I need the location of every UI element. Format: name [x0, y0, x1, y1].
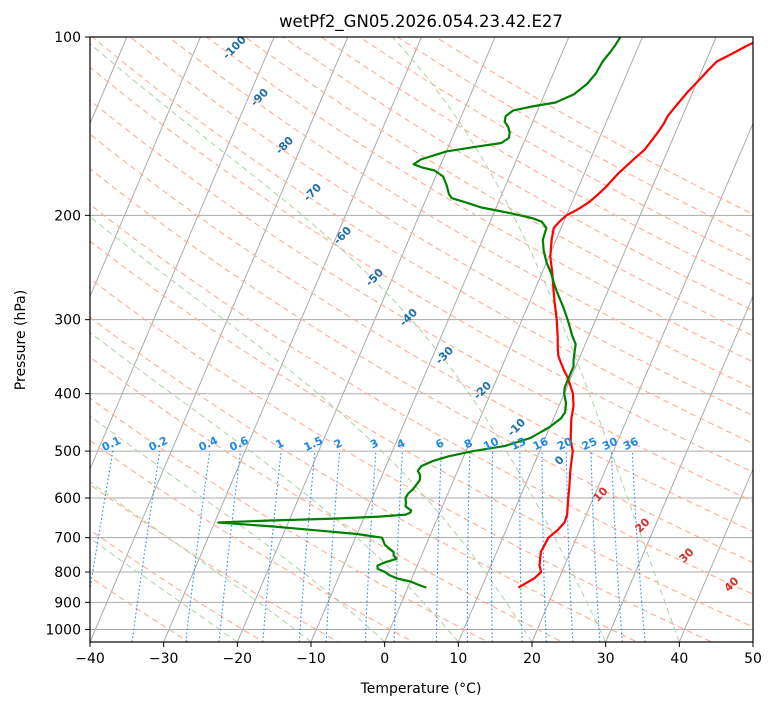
x-tick-label: 20: [523, 651, 541, 667]
plot-frame: [89, 36, 754, 643]
isotherm-line: [90, 37, 349, 642]
mixing-ratio-label: 30: [600, 435, 620, 453]
axes: −40 −30 −20 −10 0 10 20 30 40 50 100 200 300 400 500 60…: [45, 30, 762, 667]
mixing-ratio-label: 25: [580, 435, 599, 453]
dry-adiabat-line: [282, 37, 753, 312]
isotherm-line: [678, 467, 753, 642]
dry-adiabat-line: [90, 168, 753, 564]
mixing-ratio-label: 13: [509, 435, 528, 453]
moist-adiabat-line: [90, 415, 386, 642]
dry-adiabat-line: [90, 356, 564, 642]
isotherm-line: [531, 122, 753, 642]
dry-adiabat-line: [90, 66, 753, 473]
y-tick-label: 300: [54, 313, 81, 329]
isotherm-line: [90, 37, 128, 125]
dry-adiabat-line: [243, 37, 753, 337]
y-tick-label: 200: [54, 208, 81, 224]
mixing-ratio-line: [631, 451, 646, 642]
moist-adiabat-line: [392, 37, 680, 642]
mixing-ratio-line: [218, 451, 242, 642]
x-axis-label: Temperature (°C): [360, 681, 482, 697]
isotherm-line: [384, 37, 644, 642]
dry-adiabat-line: [90, 529, 265, 642]
background-lines: [90, 37, 753, 642]
isotherm-line: [90, 37, 275, 471]
dry-adiabat-line: [91, 37, 753, 445]
moist-adiabat-line: [90, 537, 238, 642]
y-tick-label: 500: [54, 444, 81, 460]
moist-adiabat-line: [90, 216, 533, 642]
x-tick-label: 0: [380, 651, 389, 667]
x-tick-label: −40: [75, 651, 105, 667]
x-tick-label: −10: [296, 651, 326, 667]
mixing-ratio-label: 16: [531, 435, 551, 453]
mixing-ratio-line: [90, 451, 114, 594]
mixing-ratio-label: 20: [555, 435, 575, 453]
y-tick-label: 600: [54, 491, 81, 507]
mixing-ratio-line: [185, 451, 211, 642]
isotherm-line: [236, 37, 496, 642]
y-tick-label: 800: [54, 565, 81, 581]
isotherm-line: [605, 295, 753, 642]
dry-adiabat-line: [90, 483, 340, 642]
dry-adiabat-line: [90, 316, 639, 642]
x-tick-label: 50: [744, 651, 762, 667]
mixing-ratio-line: [262, 451, 282, 642]
isotherm-line: [163, 37, 423, 642]
y-tick-label: 400: [54, 387, 81, 403]
x-tick-label: 40: [670, 651, 688, 667]
mixing-ratio-line: [131, 451, 161, 642]
isotherm-line: [90, 37, 202, 298]
y-tick-label: 100: [54, 30, 81, 46]
isotherm-line: [457, 37, 717, 642]
chart-title: wetPf2_GN05.2026.054.23.42.E27: [279, 12, 563, 32]
y-tick-label: 1000: [45, 622, 81, 638]
moist-adiabat-line: [90, 331, 459, 642]
moist-adiabat-line: [90, 481, 312, 642]
mixing-ratio-label: 10: [481, 435, 501, 453]
temperature-profile-line: [517, 41, 753, 589]
dry-adiabat-line: [90, 397, 489, 642]
y-axis-label: Pressure (hPa): [13, 290, 29, 390]
x-tick-label: 30: [597, 651, 615, 667]
dry-adiabat-line: [90, 203, 753, 595]
mixing-ratio-label: 36: [621, 435, 641, 453]
mixing-ratio-line: [298, 451, 316, 642]
moist-adiabat-line: [90, 43, 607, 642]
x-tick-label: −30: [149, 651, 179, 667]
dry-adiabat-line: [90, 240, 753, 628]
profile-lines: [217, 37, 753, 589]
isotherm-line: [310, 37, 570, 642]
dewpoint-profile-line: [217, 37, 622, 589]
x-tick-label: 10: [449, 651, 467, 667]
x-tick-label: −20: [223, 651, 253, 667]
y-tick-label: 900: [54, 595, 81, 611]
y-tick-label: 700: [54, 531, 81, 547]
